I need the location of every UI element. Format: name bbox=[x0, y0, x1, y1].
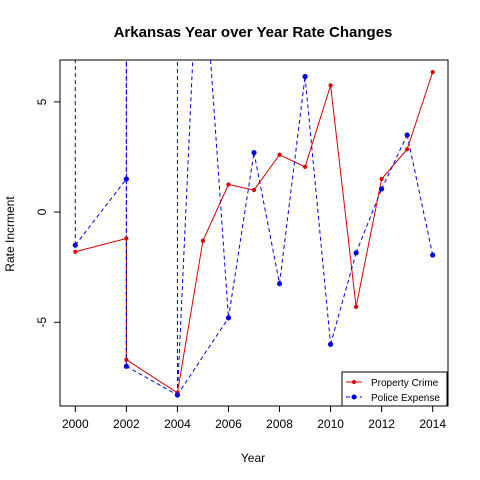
property-crime-segment bbox=[381, 148, 408, 180]
property-crime-point bbox=[354, 304, 359, 309]
property-crime-segment bbox=[406, 71, 434, 150]
property-crime-point bbox=[405, 147, 410, 152]
police-expense-point bbox=[72, 242, 78, 248]
police-expense-point bbox=[123, 363, 129, 369]
x-tick-label-2002: 2002 bbox=[113, 417, 140, 431]
legend-box bbox=[341, 371, 448, 407]
police-expense-point bbox=[225, 315, 232, 321]
property-crime-point bbox=[328, 83, 333, 88]
legend-marker-police-expense bbox=[351, 394, 357, 400]
property-crime-segment bbox=[279, 154, 306, 168]
y-tick-label--5: -5 bbox=[35, 317, 49, 328]
property-crime-segment bbox=[202, 184, 229, 241]
property-crime-segment bbox=[75, 238, 127, 253]
police-expense-segment bbox=[126, 365, 178, 396]
x-tick-label-2004: 2004 bbox=[164, 417, 191, 431]
police-expense-segment bbox=[177, 317, 229, 396]
y-tick-label-0: 0 bbox=[35, 208, 49, 215]
police-expense-segment bbox=[279, 76, 306, 284]
property-crime-point bbox=[302, 164, 308, 169]
property-crime-point bbox=[251, 187, 257, 193]
property-crime-point bbox=[226, 182, 231, 187]
property-crime-segment bbox=[228, 184, 255, 191]
property-crime-point bbox=[200, 238, 206, 243]
legend: Property Crime Police Expense bbox=[341, 371, 448, 407]
offscale-segments bbox=[74, 60, 229, 396]
x-tick-label-2006: 2006 bbox=[215, 417, 242, 431]
police-expense-segment bbox=[253, 152, 281, 284]
police-expense-segment bbox=[381, 134, 408, 190]
x-tick-label-2000: 2000 bbox=[62, 417, 89, 431]
property-crime-point bbox=[124, 236, 129, 241]
property-crime-segment bbox=[176, 240, 204, 393]
police-expense-offscale-segment bbox=[210, 60, 229, 318]
property-crime-point bbox=[379, 176, 384, 182]
property-crime-segment bbox=[253, 154, 280, 191]
points-layer bbox=[72, 70, 436, 398]
legend-marker-property-crime bbox=[352, 380, 356, 384]
x-tick-label-2014: 2014 bbox=[419, 417, 446, 431]
police-expense-segment bbox=[406, 134, 434, 256]
series-layer bbox=[74, 71, 434, 396]
x-tick-label-2008: 2008 bbox=[266, 417, 293, 431]
police-expense-point bbox=[302, 73, 308, 80]
police-expense-point bbox=[353, 250, 359, 256]
police-expense-point bbox=[404, 132, 410, 138]
police-expense-point bbox=[123, 176, 129, 182]
legend-label-property-crime: Property Crime bbox=[371, 378, 439, 389]
y-axis-label: Rate Incrment bbox=[3, 196, 17, 272]
x-axis-label: Year bbox=[241, 451, 265, 465]
x-tick-label-2010: 2010 bbox=[317, 417, 344, 431]
property-crime-point bbox=[73, 249, 78, 254]
property-crime-segment bbox=[304, 85, 332, 168]
legend-label-police-expense: Police Expense bbox=[371, 393, 440, 404]
police-expense-segment bbox=[355, 188, 383, 254]
police-expense-point bbox=[327, 341, 334, 347]
police-expense-point bbox=[251, 149, 257, 156]
property-crime-point bbox=[277, 152, 282, 157]
police-expense-segment bbox=[227, 152, 255, 318]
police-expense-segment bbox=[74, 178, 127, 246]
police-expense-segment bbox=[330, 252, 357, 345]
property-crime-segment bbox=[126, 359, 178, 394]
property-crime-point bbox=[430, 70, 435, 75]
police-expense-segment bbox=[304, 76, 332, 345]
police-expense-point bbox=[276, 281, 283, 287]
police-expense-point bbox=[379, 186, 385, 192]
police-expense-point bbox=[174, 392, 181, 398]
plot-area-frame bbox=[59, 59, 449, 407]
y-axis: -5 0 5 bbox=[35, 98, 60, 328]
property-crime-point bbox=[124, 357, 129, 362]
x-tick-label-2012: 2012 bbox=[368, 417, 395, 431]
x-axis: 2000 2002 2004 2006 2008 2010 2012 2014 bbox=[62, 406, 446, 431]
police-expense-point bbox=[430, 252, 436, 258]
y-tick-label-5: 5 bbox=[35, 98, 49, 105]
property-crime-segment bbox=[330, 85, 357, 307]
chart-title: Arkansas Year over Year Rate Changes bbox=[114, 24, 393, 41]
